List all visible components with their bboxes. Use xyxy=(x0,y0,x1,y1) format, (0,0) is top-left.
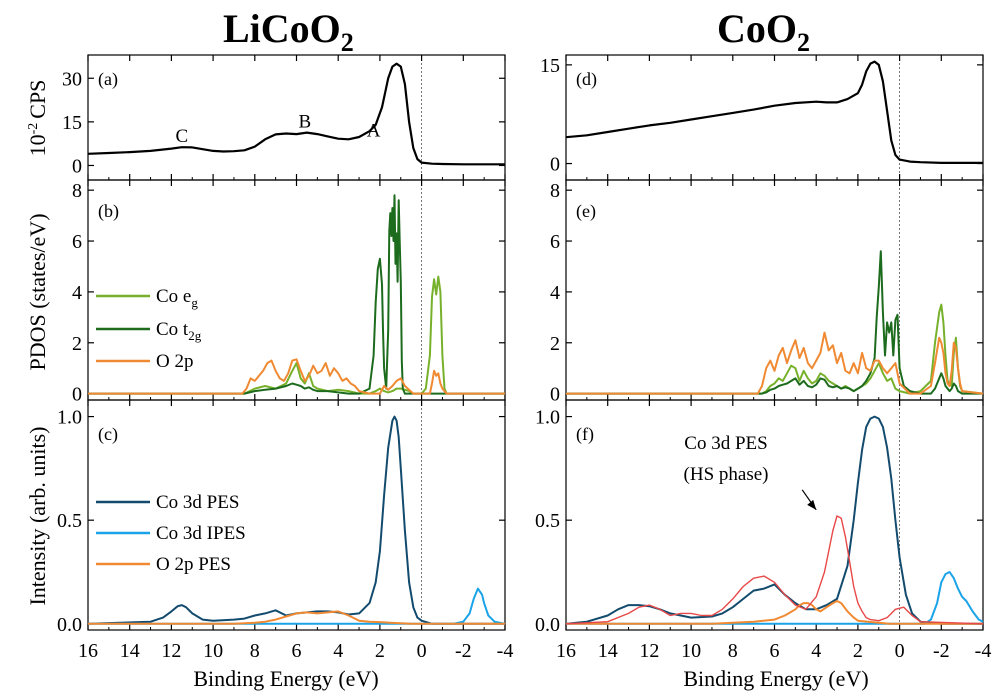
panel-c-letter: (c) xyxy=(98,424,118,445)
x-tick-label: 0 xyxy=(417,640,427,662)
left-column-title: LiCoO2 xyxy=(223,6,354,57)
y-tick-label: 4 xyxy=(550,282,560,304)
right-column-title: CoO2 xyxy=(717,6,810,57)
x-tick-label: 16 xyxy=(556,640,576,662)
peak-label: A xyxy=(367,120,381,141)
annotation-line1: Co 3d PES xyxy=(684,433,767,454)
panel-b-letter: (b) xyxy=(98,201,119,222)
y-tick-label: 8 xyxy=(550,180,560,202)
annotation-hs-phase: Co 3d PES (HS phase) xyxy=(684,433,769,485)
series-line-pes xyxy=(87,62,505,166)
x-tick-label: -2 xyxy=(933,640,950,662)
panel-c-frame xyxy=(87,399,506,631)
legend-b-label-t2g: Co t2g xyxy=(156,319,202,343)
series-line-co-eg xyxy=(88,275,505,395)
y-tick-label: 6 xyxy=(72,231,82,253)
series-line-pes xyxy=(565,60,983,164)
legend-c: Co 3d PES Co 3d IPES O 2p PES xyxy=(96,492,246,575)
legend-c-label-pes: Co 3d PES xyxy=(156,492,239,513)
series-line-co-3d-pes xyxy=(565,415,983,625)
panel-a-letter: (a) xyxy=(98,69,118,90)
y-tick-label: 0 xyxy=(550,154,560,176)
y-tick-label: 6 xyxy=(550,231,560,253)
y-tick-label: 15 xyxy=(62,112,82,134)
x-tick-label: 6 xyxy=(292,640,302,662)
y-tick-label: 2 xyxy=(550,333,560,355)
x-tick-label: 2 xyxy=(375,640,385,662)
x-tick-label: 8 xyxy=(728,640,738,662)
x-tick-label: 14 xyxy=(598,640,618,662)
x-tick-label: 10 xyxy=(203,640,223,662)
legend-b: Co eg Co t2g O 2p xyxy=(96,286,202,372)
series-line-o-2p xyxy=(88,358,505,395)
y-tick-label: 1.0 xyxy=(57,407,82,429)
y-tick-label: 1.0 xyxy=(535,407,560,429)
x-tick-label: 2 xyxy=(853,640,863,662)
x-tick-label: 10 xyxy=(681,640,701,662)
series-line-o-2p xyxy=(566,331,984,395)
intensity-ylabel: Intensity (arb. units) xyxy=(25,426,50,605)
panel-a-frame xyxy=(87,54,506,181)
legend-c-label-ipes: Co 3d IPES xyxy=(156,523,246,544)
y-tick-label: 2 xyxy=(72,333,82,355)
y-tick-label: 0.0 xyxy=(57,614,82,636)
peak-label: B xyxy=(298,112,311,133)
series-line-co-3d-pes-hs-phase- xyxy=(565,515,984,625)
x-tick-label: -2 xyxy=(455,640,472,662)
legend-b-label-o2p: O 2p xyxy=(156,351,193,372)
y-tick-label: 4 xyxy=(72,282,82,304)
panel-e: (e) 0 2 4 6 8 xyxy=(550,179,984,406)
annotation-arrowhead xyxy=(807,499,817,510)
y-tick-label: 8 xyxy=(72,180,82,202)
y-tick-label: 0.5 xyxy=(57,510,82,532)
x-tick-label: -4 xyxy=(497,640,514,662)
legend-c-label-o2p: O 2p PES xyxy=(156,554,231,575)
series-line-co-3d-ipes xyxy=(566,571,984,625)
x-tick-label: 12 xyxy=(639,640,659,662)
panel-b: (b) 0 2 4 6 8 xyxy=(72,179,506,406)
series-line-o-2p-pes xyxy=(88,610,505,625)
y-tick-label: 0 xyxy=(72,384,82,406)
panel-d-letter: (d) xyxy=(576,69,597,90)
y-tick-label: 0.0 xyxy=(535,614,560,636)
series-line-co-3d-ipes xyxy=(88,587,506,625)
panel-f: (f) 0.0 0.5 1.0 16 14 12 10 8 6 4 2 0 -2 -4 xyxy=(535,399,992,662)
legend-b-label-eg: Co eg xyxy=(156,286,198,310)
left-xlabel: Binding Energy (eV) xyxy=(193,666,378,691)
peak-label: C xyxy=(175,126,188,147)
y-tick-label: 30 xyxy=(62,68,82,90)
x-tick-label: -4 xyxy=(975,640,992,662)
annotation-line2: (HS phase) xyxy=(684,464,769,485)
series-line-co-eg xyxy=(566,303,984,395)
series-line-co-t2g xyxy=(566,250,983,395)
x-tick-label: 4 xyxy=(811,640,821,662)
panel-e-letter: (e) xyxy=(576,201,596,222)
x-tick-label: 4 xyxy=(333,640,343,662)
x-tick-label: 14 xyxy=(120,640,140,662)
panel-d: (d) 0 15 xyxy=(540,54,984,181)
x-tick-label: 0 xyxy=(895,640,905,662)
x-tick-label: 12 xyxy=(161,640,181,662)
panel-f-frame xyxy=(565,399,984,631)
y-tick-label: 0 xyxy=(72,155,82,177)
x-tick-label: 6 xyxy=(770,640,780,662)
y-tick-label: 0.5 xyxy=(535,510,560,532)
x-tick-label: 8 xyxy=(250,640,260,662)
series-line-o-2p-pes xyxy=(566,600,983,625)
panel-e-frame xyxy=(565,179,984,401)
right-xlabel: Binding Energy (eV) xyxy=(683,666,868,691)
series-line-co-3d-pes xyxy=(87,415,505,625)
series-line-co-t2g xyxy=(88,194,505,395)
panel-f-letter: (f) xyxy=(576,424,594,445)
panel-a: (a) 0 15 30 C B A xyxy=(62,54,506,181)
pes-ylabel: 10-2CPS xyxy=(25,80,50,157)
pdos-ylabel: PDOS (states/eV) xyxy=(25,213,50,370)
y-tick-label: 15 xyxy=(540,55,560,77)
x-tick-label: 16 xyxy=(78,640,98,662)
panel-c: (c) 0.0 0.5 1.0 16 14 12 10 8 6 4 2 0 -2 -4 xyxy=(57,399,514,662)
y-tick-label: 0 xyxy=(550,384,560,406)
